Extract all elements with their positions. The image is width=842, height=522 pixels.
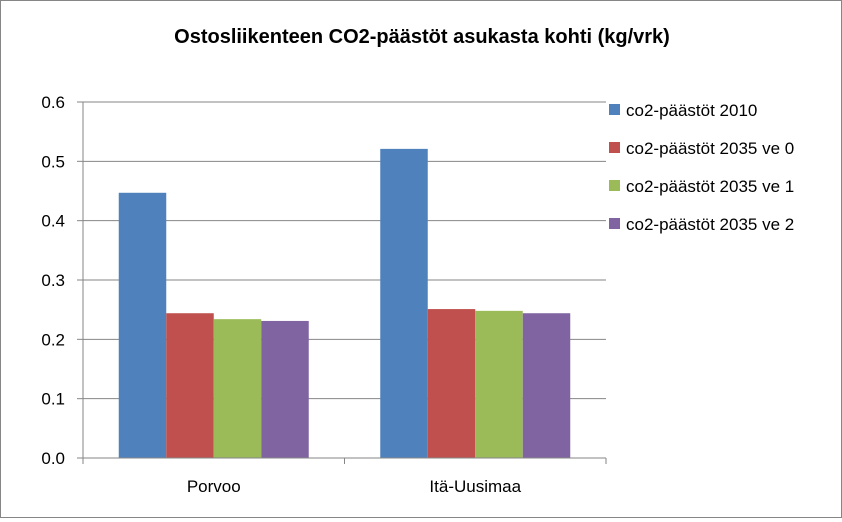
bar — [213, 319, 262, 458]
axes — [77, 101, 607, 464]
y-tick-labels: 0.0 0.1 0.2 0.3 0.4 0.5 0.6 — [41, 93, 65, 468]
legend-label: co2-päästöt 2010 — [626, 101, 757, 120]
legend-swatch — [609, 104, 620, 115]
x-tick-label: Itä-Uusimaa — [429, 477, 521, 496]
legend-label: co2-päästöt 2035 ve 0 — [626, 139, 794, 158]
y-tick-label: 0.4 — [41, 212, 65, 231]
bar — [522, 313, 571, 458]
y-tick-label: 0.0 — [41, 449, 65, 468]
bar — [166, 313, 214, 458]
x-tick-labels: Porvoo Itä-Uusimaa — [187, 477, 522, 496]
legend-label: co2-päästöt 2035 ve 1 — [626, 177, 794, 196]
bar — [118, 192, 167, 458]
chart-title: Ostosliikenteen CO2-päästöt asukasta koh… — [174, 26, 670, 48]
x-tick-label: Porvoo — [187, 477, 241, 496]
legend-label: co2-päästöt 2035 ve 2 — [626, 215, 794, 234]
legend-swatch — [609, 142, 620, 153]
bar — [427, 309, 476, 458]
bar — [475, 310, 523, 458]
y-tick-label: 0.2 — [41, 330, 65, 349]
y-tick-label: 0.6 — [41, 93, 65, 112]
legend-swatch — [609, 218, 620, 229]
y-tick-label: 0.1 — [41, 390, 65, 409]
bar — [380, 148, 428, 458]
legend-swatch — [609, 180, 620, 191]
bar — [261, 320, 309, 458]
y-tick-label: 0.5 — [41, 152, 65, 171]
y-tick-label: 0.3 — [41, 271, 65, 290]
legend: co2-päästöt 2010 co2-päästöt 2035 ve 0 co2… — [609, 101, 794, 234]
bars — [118, 148, 571, 458]
